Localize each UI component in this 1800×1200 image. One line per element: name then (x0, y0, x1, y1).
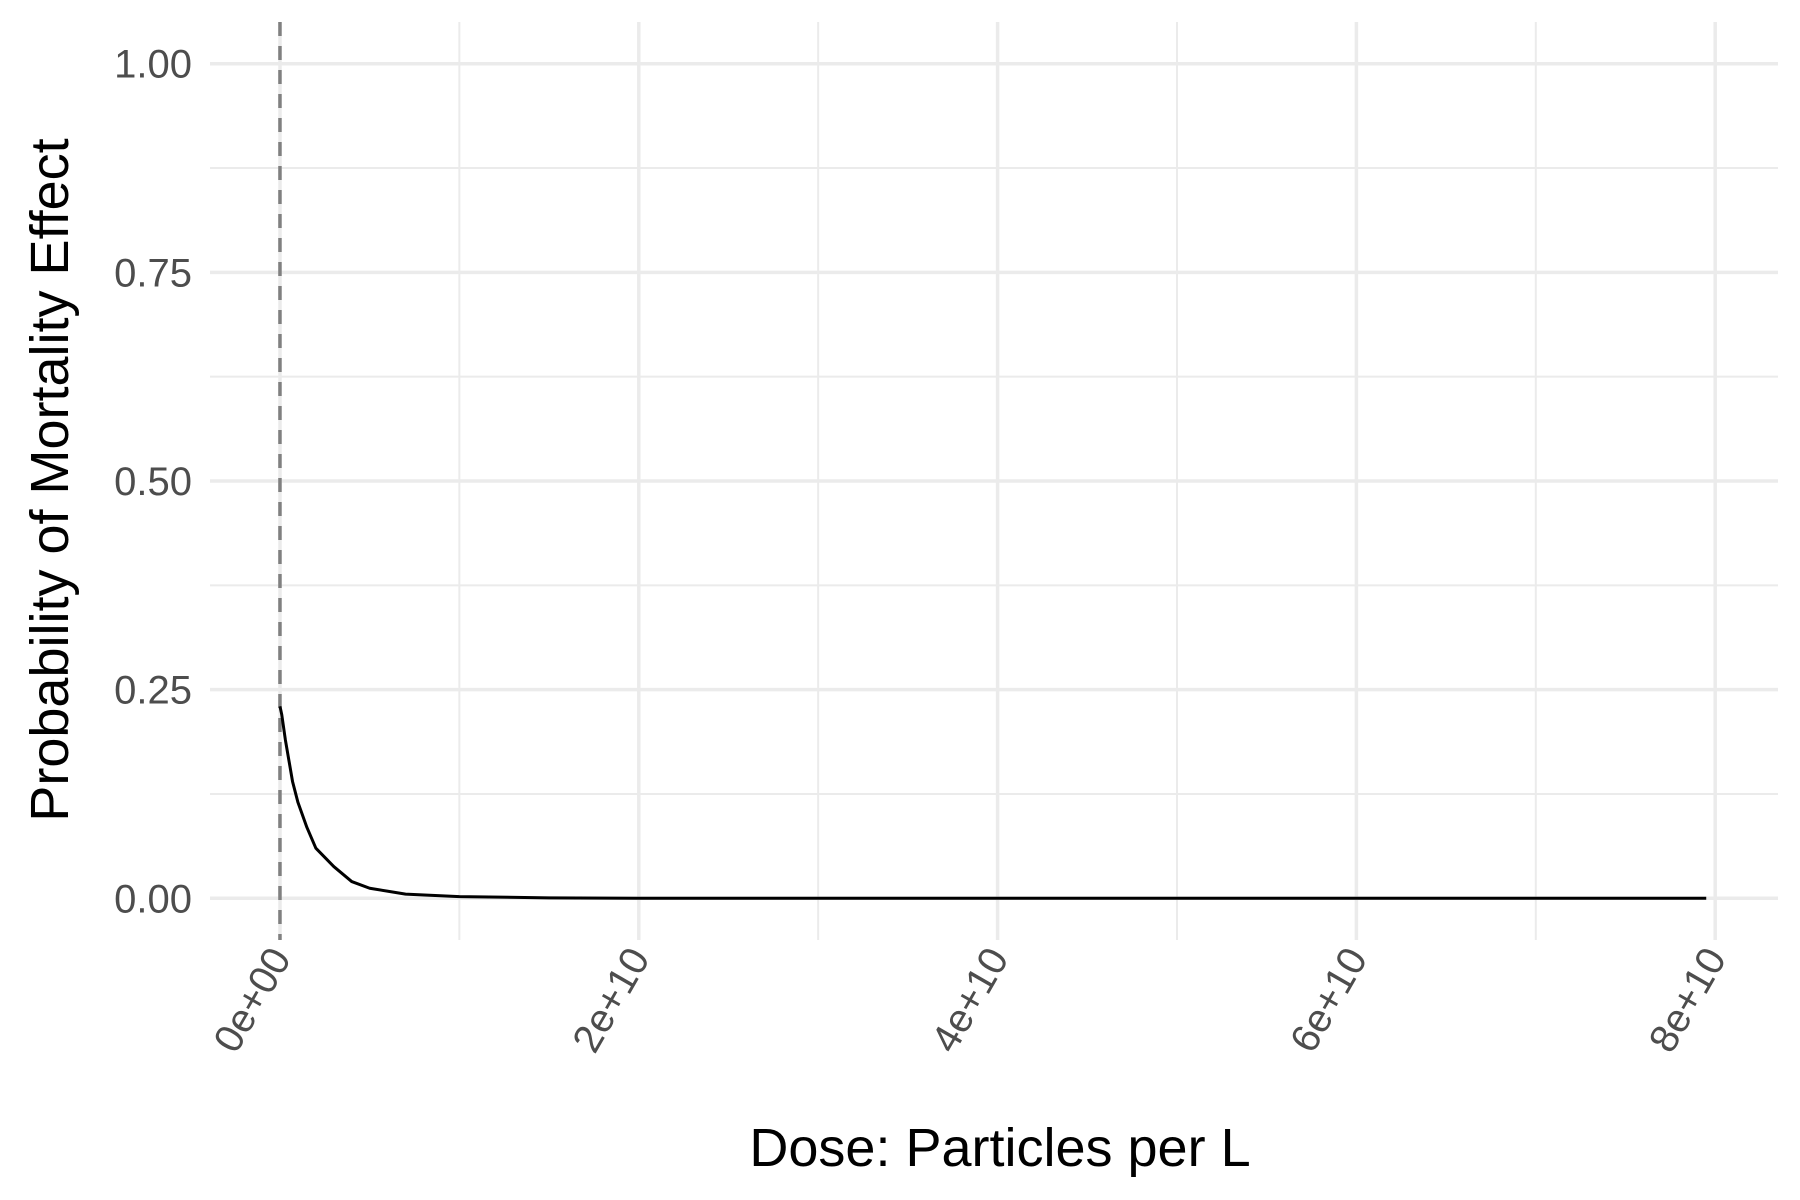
y-tick-label: 0.25 (114, 669, 192, 713)
y-tick-label: 0.00 (114, 877, 192, 921)
x-tick-label: 2e+10 (564, 941, 658, 1060)
y-tick-label: 0.50 (114, 460, 192, 504)
x-tick-label: 6e+10 (1282, 941, 1376, 1060)
minor-gridlines (210, 22, 1778, 940)
y-tick-label: 0.75 (114, 251, 192, 295)
series-line (278, 706, 1707, 900)
x-tick-label: 8e+10 (1641, 941, 1735, 1060)
series-group (278, 706, 1707, 900)
x-tick-label: 0e+00 (205, 941, 299, 1060)
y-axis-title: Probability of Mortality Effect (20, 138, 80, 821)
major-gridlines (210, 22, 1778, 940)
y-tick-label: 1.00 (114, 43, 192, 87)
y-tick-labels: 0.00 0.25 0.50 0.75 1.00 (114, 43, 192, 922)
x-axis-title: Dose: Particles per L (749, 1118, 1250, 1178)
x-tick-labels: 0e+00 2e+10 4e+10 6e+10 8e+10 (205, 941, 1735, 1060)
x-tick-label: 4e+10 (923, 941, 1017, 1060)
